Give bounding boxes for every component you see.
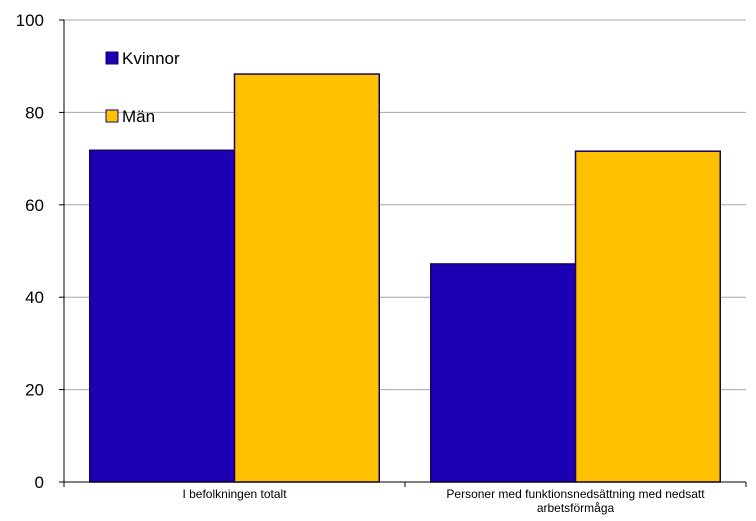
bar-kvinnor-0 xyxy=(88,149,236,483)
bars xyxy=(88,73,722,483)
y-tick-label: 20 xyxy=(25,381,44,400)
legend-swatch-kvinnor xyxy=(105,51,119,65)
category-labels: I befolkningen totalt Personer med funkti… xyxy=(182,487,705,515)
y-tick-label: 40 xyxy=(25,288,44,307)
category-label: Personer med funktionsnedsättning med ne… xyxy=(446,487,705,515)
bar-kvinnor-1 xyxy=(429,263,577,483)
bar-m-n-0 xyxy=(233,73,381,483)
y-tick-label: 100 xyxy=(16,11,44,30)
y-tick-label: 80 xyxy=(25,103,44,122)
legend-label: Män xyxy=(122,107,155,126)
y-tick-label: 60 xyxy=(25,196,44,215)
y-tick-label: 0 xyxy=(35,473,44,492)
bar-m-n-1 xyxy=(574,150,722,483)
axes xyxy=(59,19,747,487)
legend: Kvinnor Män xyxy=(105,49,180,126)
y-tick-labels: 0 20 40 60 80 100 xyxy=(16,11,44,492)
legend-swatch-m-n xyxy=(105,109,119,123)
legend-label: Kvinnor xyxy=(122,49,180,68)
category-label: I befolkningen totalt xyxy=(182,487,287,501)
